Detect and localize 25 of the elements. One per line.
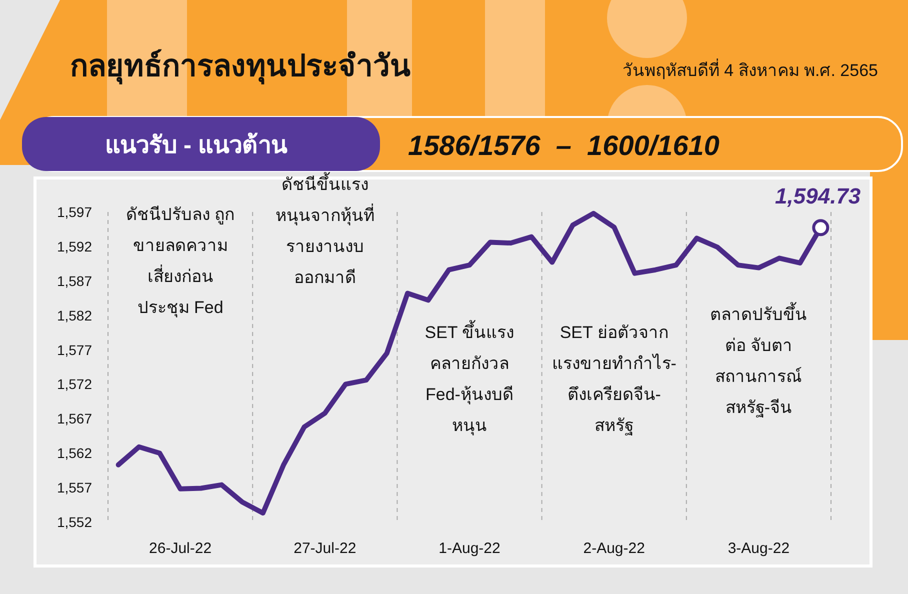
y-tick-label: 1,582 xyxy=(56,307,92,324)
chart-title: กลยุทธ์การลงทุนประจำวัน xyxy=(70,49,411,85)
x-tick-label: 2-Aug-22 xyxy=(583,540,645,557)
annotation: ดัชนีปรับลง ถูก ขายลดความ เสี่ยงก่อน ประชุม Fed xyxy=(126,205,235,318)
x-tick-label: 27-Jul-22 xyxy=(294,540,356,557)
x-tick-label: 3-Aug-22 xyxy=(728,540,790,557)
y-tick-label: 1,577 xyxy=(56,342,92,358)
annotation: 1,594.73 xyxy=(775,184,861,209)
text: แนวรับ - แนวต้าน xyxy=(104,132,288,159)
annotation: SET ขึ้นแรง คลายกังวล Fed-หุ้นงบดี หนุน xyxy=(424,320,514,436)
y-tick-label: 1,567 xyxy=(56,410,92,427)
chart-subtitle: วันพฤหัสบดีที่ 4 สิงหาคม พ.ศ. 2565 xyxy=(622,58,878,80)
y-tick-label: 1,587 xyxy=(56,272,92,289)
annotation: ตลาดปรับขึ้น ต่อ จับตา สถานการณ์ สหรัฐ-จีน xyxy=(710,302,808,418)
annotation: SET ย่อตัวจาก แรงขายทำกำไร- ตึงเครียดจีน- สหรัฐ xyxy=(552,323,676,436)
x-tick-label: 1-Aug-22 xyxy=(438,540,500,557)
y-tick-label: 1,592 xyxy=(56,238,92,254)
y-tick-label: 1,557 xyxy=(56,480,92,496)
y-tick-label: 1,562 xyxy=(56,445,92,462)
x-tick-label: 26-Jul-22 xyxy=(149,540,212,557)
y-tick-label: 1,572 xyxy=(56,376,92,392)
y-tick-label: 1,597 xyxy=(56,204,92,220)
text: 1586/1576 – 1600/1610 xyxy=(408,130,720,161)
annotation: ดัชนีขึ้นแรง หนุนจากหุ้นที่ รายงานงบ ออกมาดี xyxy=(275,172,374,287)
y-tick-label: 1,552 xyxy=(56,514,92,530)
